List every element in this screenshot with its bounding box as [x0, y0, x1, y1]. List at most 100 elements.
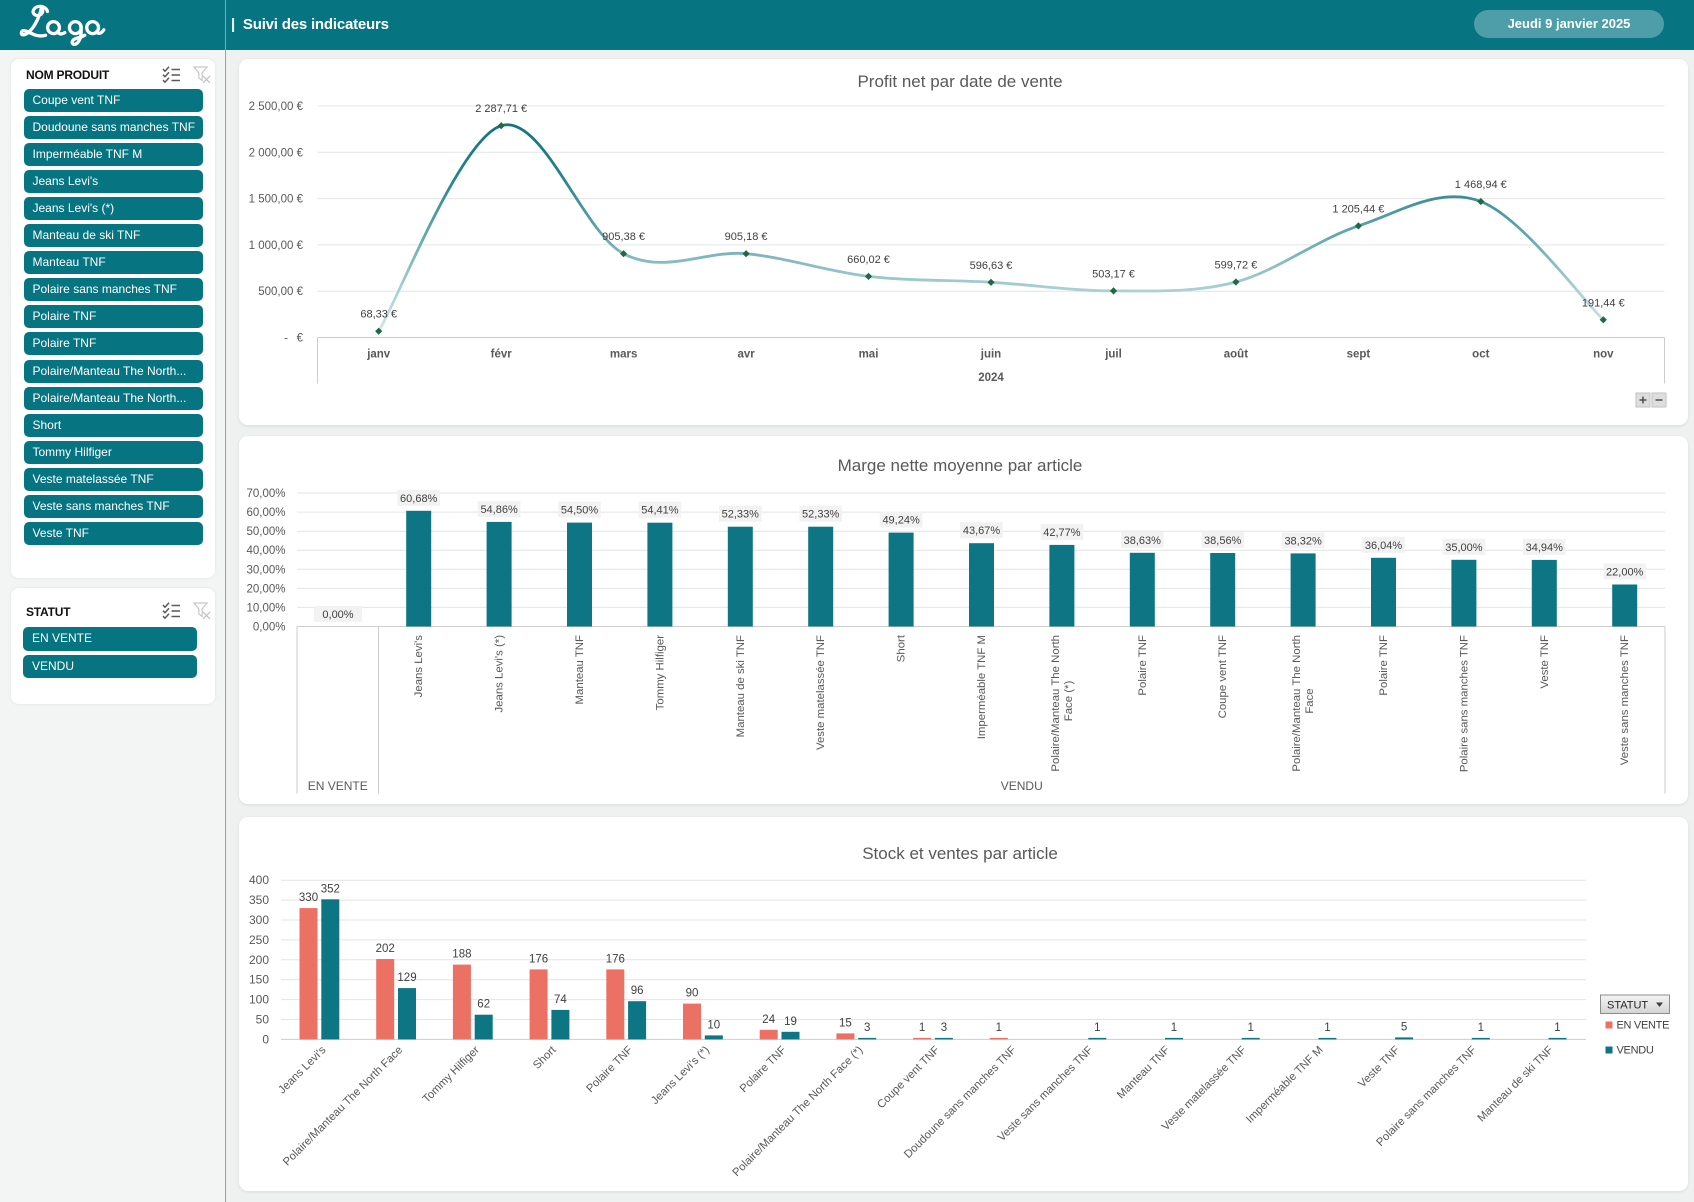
svg-text:52,33%: 52,33%	[802, 509, 840, 521]
svg-text:599,72 €: 599,72 €	[1214, 260, 1257, 272]
svg-text:50: 50	[256, 1013, 270, 1027]
svg-text:Imperméable TNF M: Imperméable TNF M	[1244, 1044, 1326, 1126]
svg-text:60,00%: 60,00%	[246, 507, 285, 519]
svg-text:1: 1	[1247, 1022, 1253, 1034]
svg-text:0,00%: 0,00%	[322, 609, 353, 621]
svg-text:38,56%: 38,56%	[1204, 535, 1242, 547]
svg-text:1: 1	[919, 1022, 925, 1034]
svg-text:52,33%: 52,33%	[722, 509, 760, 521]
svg-text:1 000,00 €: 1 000,00 €	[249, 240, 304, 252]
svg-text:Coupe vent TNF: Coupe vent TNF	[1217, 635, 1229, 718]
svg-text:96: 96	[631, 985, 644, 997]
svg-text:Face (*): Face (*)	[1063, 681, 1075, 722]
svg-text:Tommy Hilfiger: Tommy Hilfiger	[654, 635, 666, 711]
svg-text:1 500,00 €: 1 500,00 €	[249, 194, 304, 206]
svg-text:Profit net par date de vente: Profit net par date de vente	[857, 72, 1062, 91]
svg-text:1: 1	[1478, 1022, 1484, 1034]
svg-text:VENDU: VENDU	[1001, 779, 1043, 793]
svg-text:Manteau TNF: Manteau TNF	[574, 635, 586, 704]
svg-text:Polaire/Manteau The North Face: Polaire/Manteau The North Face	[281, 1044, 405, 1168]
svg-text:juil: juil	[1104, 349, 1122, 361]
svg-text:1: 1	[1324, 1022, 1330, 1034]
svg-text:90: 90	[686, 988, 699, 1000]
svg-text:40,00%: 40,00%	[246, 545, 285, 557]
svg-text:3: 3	[941, 1022, 947, 1034]
svg-text:660,02 €: 660,02 €	[847, 254, 890, 266]
svg-text:38,63%: 38,63%	[1124, 535, 1162, 547]
svg-text:Veste matelassée TNF: Veste matelassée TNF	[1160, 1044, 1249, 1133]
svg-text:250: 250	[249, 933, 269, 947]
svg-text:42,77%: 42,77%	[1043, 527, 1081, 539]
svg-text:38,32%: 38,32%	[1284, 535, 1322, 547]
svg-text:68,33 €: 68,33 €	[360, 309, 397, 321]
svg-text:Short: Short	[896, 634, 908, 662]
svg-text:Polaire/Manteau The North Face: Polaire/Manteau The North Face (*)	[731, 1044, 866, 1179]
svg-text:STATUT: STATUT	[1607, 1000, 1648, 1012]
svg-text:352: 352	[321, 883, 340, 895]
svg-text:Veste TNF: Veste TNF	[1356, 1044, 1402, 1090]
svg-text:2024: 2024	[978, 372, 1004, 384]
svg-text:Veste matelassée TNF: Veste matelassée TNF	[815, 635, 827, 750]
svg-text:Manteau TNF: Manteau TNF	[1115, 1044, 1172, 1101]
svg-text:500,00 €: 500,00 €	[258, 286, 303, 298]
svg-text:1: 1	[1171, 1022, 1177, 1034]
svg-text:Polaire TNF: Polaire TNF	[1378, 635, 1390, 696]
svg-text:Marge nette moyenne par articl: Marge nette moyenne par article	[838, 456, 1083, 475]
svg-text:70,00%: 70,00%	[246, 488, 285, 500]
svg-text:129: 129	[397, 972, 416, 984]
svg-text:Polaire/Manteau The North: Polaire/Manteau The North	[1291, 635, 1303, 772]
svg-text:330: 330	[299, 892, 318, 904]
svg-text:Polaire TNF: Polaire TNF	[584, 1044, 635, 1095]
svg-text:905,38 €: 905,38 €	[602, 231, 645, 243]
svg-text:EN VENTE: EN VENTE	[1617, 1020, 1670, 1032]
svg-text:3: 3	[864, 1022, 870, 1034]
svg-text:0: 0	[262, 1032, 269, 1046]
svg-text:mars: mars	[610, 349, 638, 361]
svg-text:Manteau de ski TNF: Manteau de ski TNF	[1475, 1044, 1555, 1124]
svg-text:188: 188	[452, 949, 471, 961]
svg-text:20,00%: 20,00%	[246, 583, 285, 595]
svg-text:50,00%: 50,00%	[246, 526, 285, 538]
svg-text:100: 100	[249, 993, 269, 1007]
svg-text:0,00%: 0,00%	[253, 622, 286, 634]
svg-text:74: 74	[554, 994, 567, 1006]
svg-text:54,50%: 54,50%	[561, 505, 599, 517]
svg-text:nov: nov	[1593, 349, 1614, 361]
svg-text:36,04%: 36,04%	[1365, 540, 1403, 552]
svg-text:350: 350	[249, 893, 269, 907]
svg-text:Veste sans manches TNF: Veste sans manches TNF	[1619, 635, 1631, 765]
svg-text:Face: Face	[1304, 688, 1316, 713]
svg-text:30,00%: 30,00%	[246, 564, 285, 576]
svg-text:Stock et ventes par article: Stock et ventes par article	[862, 844, 1058, 863]
svg-text:Polaire sans manches TNF: Polaire sans manches TNF	[1458, 635, 1470, 772]
svg-text:avr: avr	[737, 349, 755, 361]
svg-text:Jeans Levi's (*): Jeans Levi's (*)	[649, 1044, 712, 1107]
svg-text:2 500,00 €: 2 500,00 €	[249, 101, 304, 113]
svg-text:400: 400	[249, 873, 269, 887]
svg-text:1: 1	[1554, 1022, 1560, 1034]
svg-text:2 287,71 €: 2 287,71 €	[475, 103, 527, 115]
svg-text:19: 19	[784, 1016, 797, 1028]
svg-text:Polaire TNF: Polaire TNF	[738, 1044, 789, 1095]
svg-text:176: 176	[606, 953, 625, 965]
svg-text:oct: oct	[1472, 349, 1489, 361]
svg-text:49,24%: 49,24%	[882, 515, 920, 527]
svg-text:EN VENTE: EN VENTE	[308, 779, 368, 793]
svg-text:5: 5	[1401, 1021, 1407, 1033]
svg-text:35,00%: 35,00%	[1445, 542, 1483, 554]
svg-text:Manteau de ski TNF: Manteau de ski TNF	[735, 635, 747, 737]
svg-text:202: 202	[376, 943, 395, 955]
svg-text:905,18 €: 905,18 €	[725, 231, 768, 243]
svg-text:janv: janv	[366, 349, 391, 361]
svg-text:Jeans Levi's (*): Jeans Levi's (*)	[494, 635, 506, 713]
svg-text:54,41%: 54,41%	[641, 505, 679, 517]
svg-text:1: 1	[996, 1022, 1002, 1034]
svg-text:503,17 €: 503,17 €	[1092, 268, 1135, 280]
svg-text:1: 1	[1094, 1022, 1100, 1034]
svg-text:62: 62	[477, 999, 490, 1011]
svg-text:34,94%: 34,94%	[1526, 542, 1564, 554]
svg-text:300: 300	[249, 913, 269, 927]
svg-text:Polaire TNF: Polaire TNF	[1137, 635, 1149, 696]
svg-text:22,00%: 22,00%	[1606, 567, 1644, 579]
svg-text:54,86%: 54,86%	[480, 504, 518, 516]
